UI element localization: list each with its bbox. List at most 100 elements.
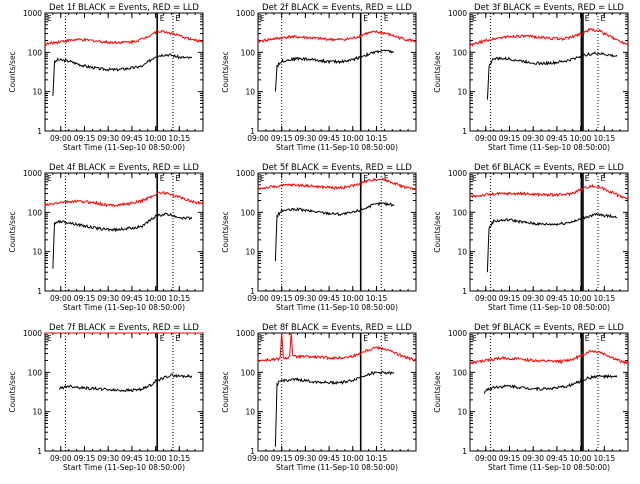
- plot-panel-9: Det 9f BLACK = Events, RED = LLD 1 10 100 10…: [433, 323, 629, 472]
- x-tick-label: 10:15: [593, 294, 615, 303]
- y-tick-label: 1: [250, 447, 255, 456]
- corner-marker: E: [472, 14, 477, 23]
- y-tick-label: 1000: [23, 329, 42, 338]
- x-tick-label: 09:45: [546, 134, 568, 143]
- series-line-lld: [469, 27, 629, 47]
- plot-frame: [257, 172, 417, 292]
- series-line-lld: [44, 29, 204, 47]
- plot-frame: [469, 12, 629, 132]
- event-marker: E: [585, 174, 590, 183]
- x-axis-label: Start Time (11-Sep-10 08:50:00): [63, 303, 185, 312]
- x-tick-label: 09:30: [522, 294, 544, 303]
- x-tick-label: 09:30: [97, 294, 119, 303]
- event-marker: E: [601, 14, 606, 23]
- x-tick-label: 10:00: [570, 134, 592, 143]
- event-marker: E: [176, 14, 181, 23]
- x-tick-label: 09:45: [318, 134, 340, 143]
- y-tick-label: 100: [453, 48, 468, 57]
- y-axis-label: Counts/sec: [8, 371, 17, 412]
- plot-panel-1: Det 1f BLACK = Events, RED = LLD 1 10 100 10…: [8, 3, 204, 152]
- x-tick-label: 09:30: [295, 454, 317, 463]
- plot-panel-2: Det 2f BLACK = Events, RED = LLD 1 10 100 10…: [221, 3, 417, 152]
- series-line-lld: [469, 349, 629, 365]
- y-tick-label: 100: [241, 208, 256, 217]
- x-tick-label: 10:15: [593, 454, 615, 463]
- x-tick-label: 09:30: [97, 134, 119, 143]
- x-tick-label: 10:00: [570, 294, 592, 303]
- x-tick-label: 09:00: [50, 454, 72, 463]
- y-tick-label: 10: [32, 88, 42, 97]
- x-axis-label: Start Time (11-Sep-10 08:50:00): [276, 463, 398, 472]
- y-tick-label: 10: [457, 88, 467, 97]
- event-marker: E: [585, 334, 590, 343]
- event-marker: E: [363, 334, 368, 343]
- corner-marker: E: [260, 334, 265, 343]
- y-axis-label: Counts/sec: [433, 371, 442, 412]
- y-tick-label: 1: [250, 127, 255, 136]
- y-axis-label: Counts/sec: [221, 51, 230, 92]
- x-axis-label: Start Time (11-Sep-10 08:50:00): [488, 303, 610, 312]
- y-tick-label: 1000: [23, 169, 42, 178]
- event-marker: E: [160, 334, 165, 343]
- series-line-events: [483, 373, 618, 394]
- series-line-lld: [257, 29, 417, 44]
- event-marker: E: [160, 174, 165, 183]
- y-tick-label: 10: [32, 408, 42, 417]
- y-tick-label: 1000: [448, 329, 467, 338]
- y-tick-label: 1: [462, 287, 467, 296]
- event-marker: E: [363, 174, 368, 183]
- series-line-events: [52, 212, 193, 269]
- y-axis-label: Counts/sec: [433, 211, 442, 252]
- y-tick-label: 100: [241, 48, 256, 57]
- y-tick-label: 1: [462, 447, 467, 456]
- series-line-lld: [469, 183, 629, 200]
- x-axis-label: Start Time (11-Sep-10 08:50:00): [63, 463, 185, 472]
- plot-panel-3: Det 3f BLACK = Events, RED = LLD 1 10 100 10…: [433, 3, 629, 152]
- x-tick-label: 09:45: [318, 454, 340, 463]
- x-tick-label: 10:15: [168, 454, 190, 463]
- x-tick-label: 09:30: [97, 454, 119, 463]
- series-line-lld: [257, 177, 417, 191]
- y-tick-label: 1000: [236, 9, 255, 18]
- series-line-events: [274, 201, 395, 262]
- y-tick-label: 10: [457, 408, 467, 417]
- y-tick-label: 1: [37, 127, 42, 136]
- x-tick-label: 10:00: [342, 134, 364, 143]
- plot-title: Det 2f BLACK = Events, RED = LLD: [262, 3, 412, 13]
- y-tick-label: 1: [37, 447, 42, 456]
- y-tick-label: 1000: [448, 169, 467, 178]
- y-tick-label: 100: [453, 368, 468, 377]
- y-axis-label: Counts/sec: [8, 211, 17, 252]
- plot-title: Det 6f BLACK = Events, RED = LLD: [474, 163, 624, 173]
- plot-frame: [44, 12, 204, 132]
- y-tick-label: 10: [245, 408, 255, 417]
- x-tick-label: 09:45: [121, 294, 143, 303]
- corner-marker: E: [47, 174, 52, 183]
- x-tick-label: 09:00: [247, 294, 269, 303]
- corner-marker: E: [472, 174, 477, 183]
- event-marker: E: [384, 334, 389, 343]
- y-tick-label: 1: [462, 127, 467, 136]
- corner-marker: E: [260, 174, 265, 183]
- x-tick-label: 10:15: [168, 294, 190, 303]
- x-tick-label: 10:15: [366, 454, 388, 463]
- y-tick-label: 100: [28, 208, 43, 217]
- y-tick-label: 10: [32, 248, 42, 257]
- plot-panel-6: Det 6f BLACK = Events, RED = LLD 1 10 100 10…: [433, 163, 629, 312]
- plot-frame: [469, 332, 629, 452]
- x-tick-label: 10:00: [342, 454, 364, 463]
- y-axis-label: Counts/sec: [221, 371, 230, 412]
- y-tick-label: 10: [457, 248, 467, 257]
- x-tick-label: 10:00: [145, 134, 167, 143]
- x-tick-label: 09:45: [121, 134, 143, 143]
- x-tick-label: 09:00: [475, 134, 497, 143]
- y-tick-label: 10: [245, 88, 255, 97]
- y-tick-label: 1000: [448, 9, 467, 18]
- corner-marker: E: [47, 334, 52, 343]
- y-tick-label: 1: [37, 287, 42, 296]
- y-tick-label: 1000: [23, 9, 42, 18]
- x-tick-label: 09:00: [247, 134, 269, 143]
- plot-title: Det 8f BLACK = Events, RED = LLD: [262, 323, 412, 333]
- x-tick-label: 09:45: [318, 294, 340, 303]
